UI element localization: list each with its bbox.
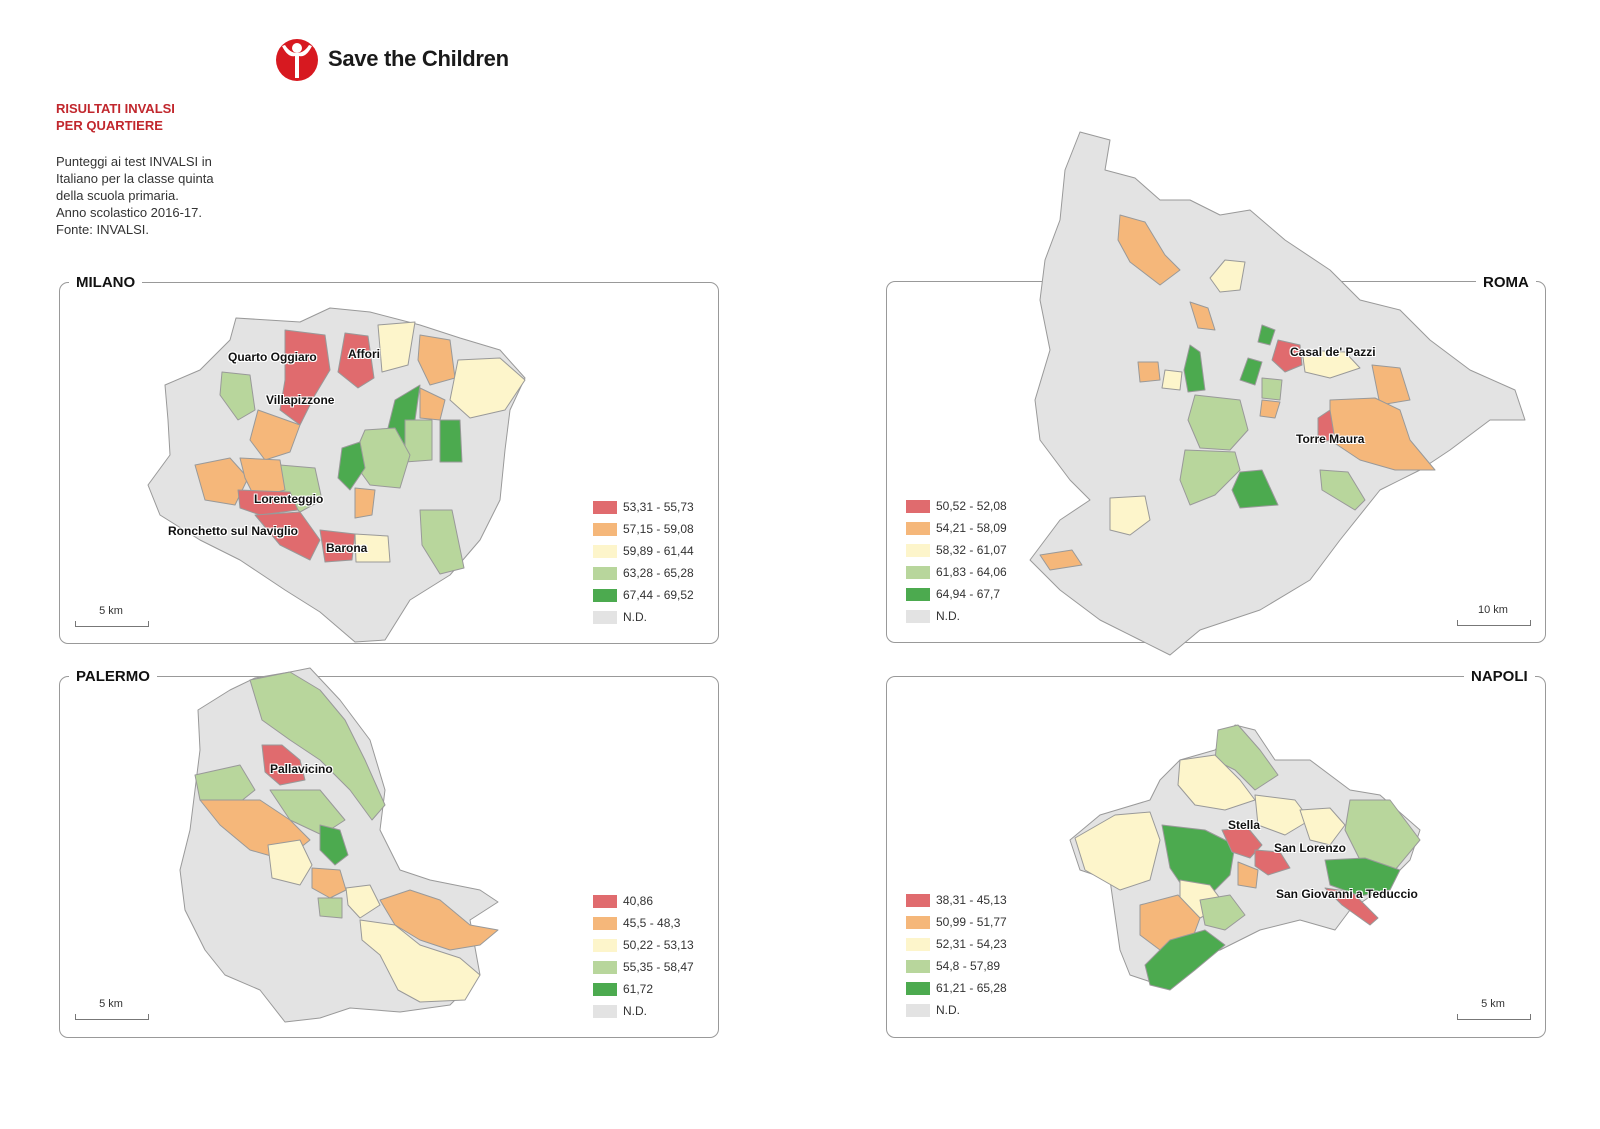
- napoli-scale-bar: 5 km: [1457, 998, 1531, 1020]
- page-title: RISULTATI INVALSI PER QUARTIERE: [56, 100, 175, 134]
- napoli-title: NAPOLI: [1464, 668, 1535, 685]
- legend-item: 54,8 - 57,89: [906, 955, 1007, 977]
- legend-item: 59,89 - 61,44: [593, 540, 694, 562]
- subtitle: Punteggi ai test INVALSI in Italiano per…: [56, 153, 214, 238]
- scale-label: 5 km: [99, 998, 123, 1010]
- milano-title: MILANO: [69, 274, 143, 291]
- legend-item: 45,5 - 48,3: [593, 912, 694, 934]
- subtitle-line: della scuola primaria.: [56, 188, 179, 203]
- legend-item: 61,21 - 65,28: [906, 977, 1007, 999]
- legend-item: 63,28 - 65,28: [593, 562, 694, 584]
- milano-scale-bar: 5 km: [75, 605, 149, 627]
- palermo-legend: 40,86 45,5 - 48,3 50,22 - 53,13 55,35 - …: [593, 890, 694, 1022]
- legend-item: 61,72: [593, 978, 694, 1000]
- brand-name: Save the Children: [328, 46, 509, 71]
- legend-item: 40,86: [593, 890, 694, 912]
- district-quarto-oggiaro: [279, 329, 331, 426]
- roma-title: ROMA: [1476, 274, 1536, 291]
- legend-item: 52,31 - 54,23: [906, 933, 1007, 955]
- legend-item: N.D.: [593, 1000, 694, 1022]
- save-the-children-logo: Save the Children: [274, 34, 509, 84]
- legend-item: N.D.: [906, 999, 1007, 1021]
- label-villapizzone: Villapizzone: [266, 393, 335, 407]
- legend-item: 54,21 - 58,09: [906, 517, 1007, 539]
- milano-legend: 53,31 - 55,73 57,15 - 59,08 59,89 - 61,4…: [593, 496, 694, 628]
- child-figure-icon: [276, 39, 318, 81]
- district-torre-maura: [1317, 409, 1336, 443]
- napoli-legend: 38,31 - 45,13 50,99 - 51,77 52,31 - 54,2…: [906, 889, 1007, 1021]
- legend-item: 64,94 - 67,7: [906, 583, 1007, 605]
- scale-label: 10 km: [1478, 604, 1508, 616]
- roma-scale-bar: 10 km: [1457, 604, 1531, 626]
- label-ronchetto-sul-naviglio: Ronchetto sul Naviglio: [168, 524, 299, 538]
- label-pallavicino: Pallavicino: [270, 762, 333, 776]
- subtitle-line: Italiano per la classe quinta: [56, 171, 214, 186]
- label-stella: Stella: [1228, 818, 1261, 832]
- label-torre-maura: Torre Maura: [1296, 432, 1365, 446]
- label-quarto-oggiaro: Quarto Oggiaro: [228, 350, 317, 364]
- scale-label: 5 km: [1481, 998, 1505, 1010]
- label-barona: Barona: [326, 541, 368, 555]
- subtitle-line: Anno scolastico 2016-17.: [56, 205, 202, 220]
- label-casal-de-pazzi: Casal de' Pazzi: [1290, 345, 1376, 359]
- district-ronchetto: [254, 511, 321, 561]
- label-san-lorenzo: San Lorenzo: [1274, 841, 1347, 855]
- legend-item: N.D.: [593, 606, 694, 628]
- milano-panel: [59, 282, 719, 644]
- legend-item: 55,35 - 58,47: [593, 956, 694, 978]
- scale-label: 5 km: [99, 605, 123, 617]
- legend-item: 50,22 - 53,13: [593, 934, 694, 956]
- legend-item: N.D.: [906, 605, 1007, 627]
- palermo-title: PALERMO: [69, 668, 157, 685]
- district-affori: [337, 332, 375, 389]
- label-san-giovanni-a-teduccio: San Giovanni a Teduccio: [1276, 887, 1418, 901]
- title-line-2: PER QUARTIERE: [56, 118, 163, 133]
- district-san-lorenzo: [1254, 849, 1291, 876]
- legend-item: 67,44 - 69,52: [593, 584, 694, 606]
- palermo-scale-bar: 5 km: [75, 998, 149, 1020]
- legend-item: 61,83 - 64,06: [906, 561, 1007, 583]
- subtitle-line: Punteggi ai test INVALSI in: [56, 154, 212, 169]
- palermo-panel: [59, 676, 719, 1038]
- subtitle-line: Fonte: INVALSI.: [56, 222, 149, 237]
- district-barona: [319, 529, 356, 563]
- legend-item: 50,99 - 51,77: [906, 911, 1007, 933]
- legend-item: 38,31 - 45,13: [906, 889, 1007, 911]
- legend-item: 50,52 - 52,08: [906, 495, 1007, 517]
- label-lorenteggio: Lorenteggio: [254, 492, 324, 506]
- district-pallavicino: [261, 744, 306, 786]
- legend-item: 53,31 - 55,73: [593, 496, 694, 518]
- district-casal-de-pazzi: [1271, 339, 1303, 373]
- legend-item: 58,32 - 61,07: [906, 539, 1007, 561]
- legend-item: 57,15 - 59,08: [593, 518, 694, 540]
- napoli-panel: [886, 676, 1546, 1038]
- label-affori: Affori: [348, 347, 380, 361]
- district-lorenteggio: [237, 489, 299, 516]
- title-line-1: RISULTATI INVALSI: [56, 101, 175, 116]
- roma-legend: 50,52 - 52,08 54,21 - 58,09 58,32 - 61,0…: [906, 495, 1007, 627]
- district-san-giovanni-a-teduccio: [1324, 887, 1379, 926]
